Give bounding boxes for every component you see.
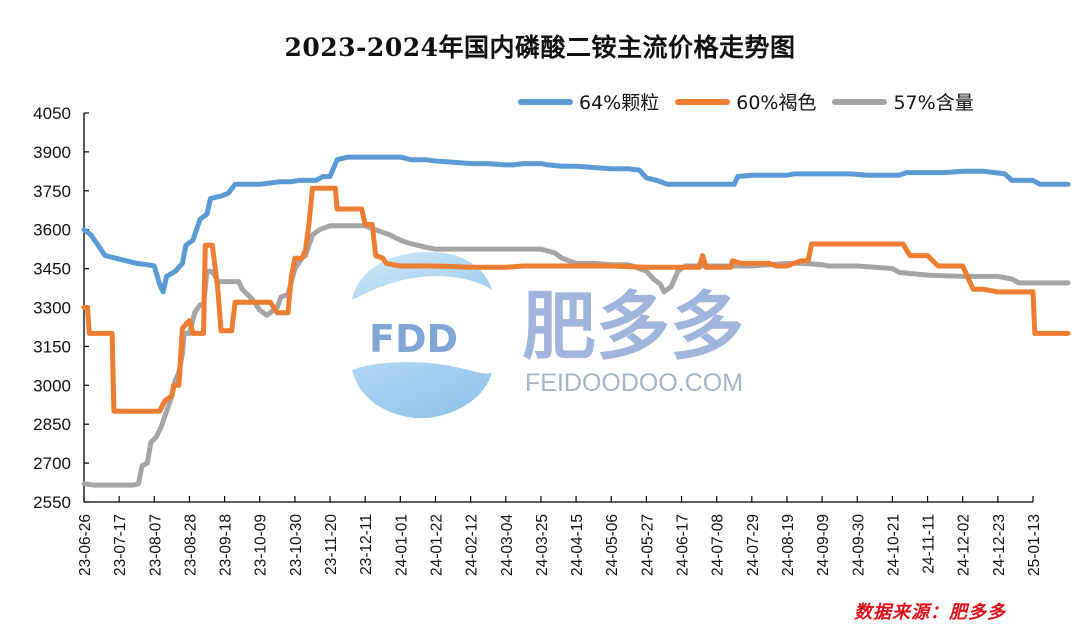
chart-series [81,154,1071,488]
x-tick-label: 23-06-26 [77,514,94,576]
x-tick-label: 24-08-19 [780,514,797,576]
x-tick-label: 24-02-12 [464,514,481,576]
x-tick-label: 24-10-21 [885,514,902,576]
x-tick-label: 24-09-30 [850,514,867,576]
x-tick-label: 23-08-07 [147,514,164,576]
legend-label: 64%颗粒 [579,92,660,114]
legend-item-64-granule: 64%颗粒 [518,88,659,115]
x-tick-label: 24-03-04 [499,514,516,576]
legend-swatch [518,98,573,105]
y-tick-label: 3600 [33,221,71,240]
x-tick-label: 25-01-13 [1026,514,1043,576]
legend-swatch [832,98,888,105]
legend-item-60-brown: 60%褐色 [675,88,816,115]
y-tick-label: 4050 [33,104,71,123]
watermark-logo-text: FDD [369,317,458,361]
y-tick-label: 3150 [33,337,71,356]
x-tick-label: 23-07-17 [112,514,129,576]
x-tick-label: 24-05-27 [639,514,656,576]
series-line-0 [81,154,1071,295]
series-line-1 [81,185,1071,414]
chart-title: 2023-2024年国内磷酸二铵主流价格走势图 [284,33,796,62]
watermark-brand-en: FEIDOODOO.COM [525,369,743,397]
x-tick-label: 23-11-20 [323,514,340,575]
x-tick-label: 24-09-09 [815,514,832,576]
y-tick-label: 2550 [33,493,71,512]
leaf-top-icon [352,252,492,300]
x-tick-label: 24-11-11 [921,514,938,574]
legend-swatch [675,98,731,105]
x-tick-label: 24-07-29 [745,514,762,576]
chart-legend: 64%颗粒 60%褐色 57%含量 [518,88,990,115]
x-tick-label: 23-08-28 [182,514,199,576]
x-tick-label: 23-10-30 [288,514,305,576]
y-tick-label: 3300 [33,299,71,318]
x-tick-label: 23-12-11 [358,514,375,575]
x-tick-label: 24-01-22 [428,514,445,576]
watermark-logo: FDD 肥多多 FEIDOODOO.COM [352,252,744,419]
y-tick-label: 3750 [33,182,71,201]
x-tick-label: 24-03-25 [534,514,551,576]
x-tick-label: 24-12-23 [991,514,1008,576]
x-tick-label: 24-12-02 [956,514,973,576]
x-tick-label: 23-09-18 [218,514,235,576]
x-tick-label: 24-01-01 [393,514,410,576]
x-tick-label: 24-07-08 [710,514,727,576]
y-tick-label: 3900 [33,143,71,162]
legend-label: 60%褐色 [736,92,817,114]
legend-item-57-content: 57%含量 [832,88,974,115]
chart-axes: 4050 3900 3750 3600 3450 3300 3150 3000 2850 2700… [33,104,1043,576]
watermark-brand-cn: 肥多多 [522,284,744,370]
x-tick-label: 24-04-15 [569,514,586,576]
leaf-bottom-icon [352,362,492,419]
legend-label: 57%含量 [893,92,974,114]
x-tick-label: 24-05-06 [604,514,621,576]
x-tick-label: 23-10-09 [253,514,270,576]
y-tick-label: 3450 [33,260,71,279]
y-tick-label: 2700 [33,454,71,473]
x-tick-label: 24-06-17 [675,514,692,576]
y-tick-label: 2850 [33,415,71,434]
y-tick-label: 3000 [33,376,71,395]
source-note: 数据来源：肥多多 [854,602,1006,623]
